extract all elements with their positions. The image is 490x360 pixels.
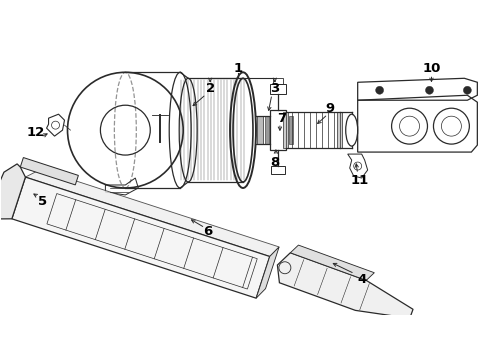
Text: 12: 12: [26, 126, 45, 139]
Circle shape: [376, 86, 384, 94]
Text: 11: 11: [350, 174, 369, 186]
Polygon shape: [256, 247, 279, 298]
Bar: [257, 116, 263, 144]
Text: 10: 10: [422, 62, 441, 75]
Bar: [337, 112, 342, 148]
Circle shape: [464, 86, 471, 94]
Bar: [289, 116, 293, 144]
Bar: [273, 78, 283, 84]
Text: 1: 1: [233, 62, 243, 75]
Polygon shape: [0, 164, 25, 219]
Bar: [283, 112, 289, 148]
Text: 5: 5: [38, 195, 47, 208]
Circle shape: [425, 86, 434, 94]
Polygon shape: [12, 177, 270, 298]
Text: 3: 3: [270, 82, 279, 95]
Text: 7: 7: [277, 112, 287, 125]
Bar: [265, 116, 269, 144]
Bar: [270, 84, 286, 94]
Text: 8: 8: [270, 156, 279, 168]
Polygon shape: [20, 158, 78, 185]
Polygon shape: [25, 170, 279, 256]
Polygon shape: [291, 245, 374, 280]
Polygon shape: [277, 253, 413, 318]
Text: 4: 4: [357, 273, 367, 286]
Bar: [271, 166, 285, 174]
Text: 6: 6: [203, 225, 213, 238]
Text: 2: 2: [205, 82, 215, 95]
Text: 9: 9: [325, 102, 334, 115]
